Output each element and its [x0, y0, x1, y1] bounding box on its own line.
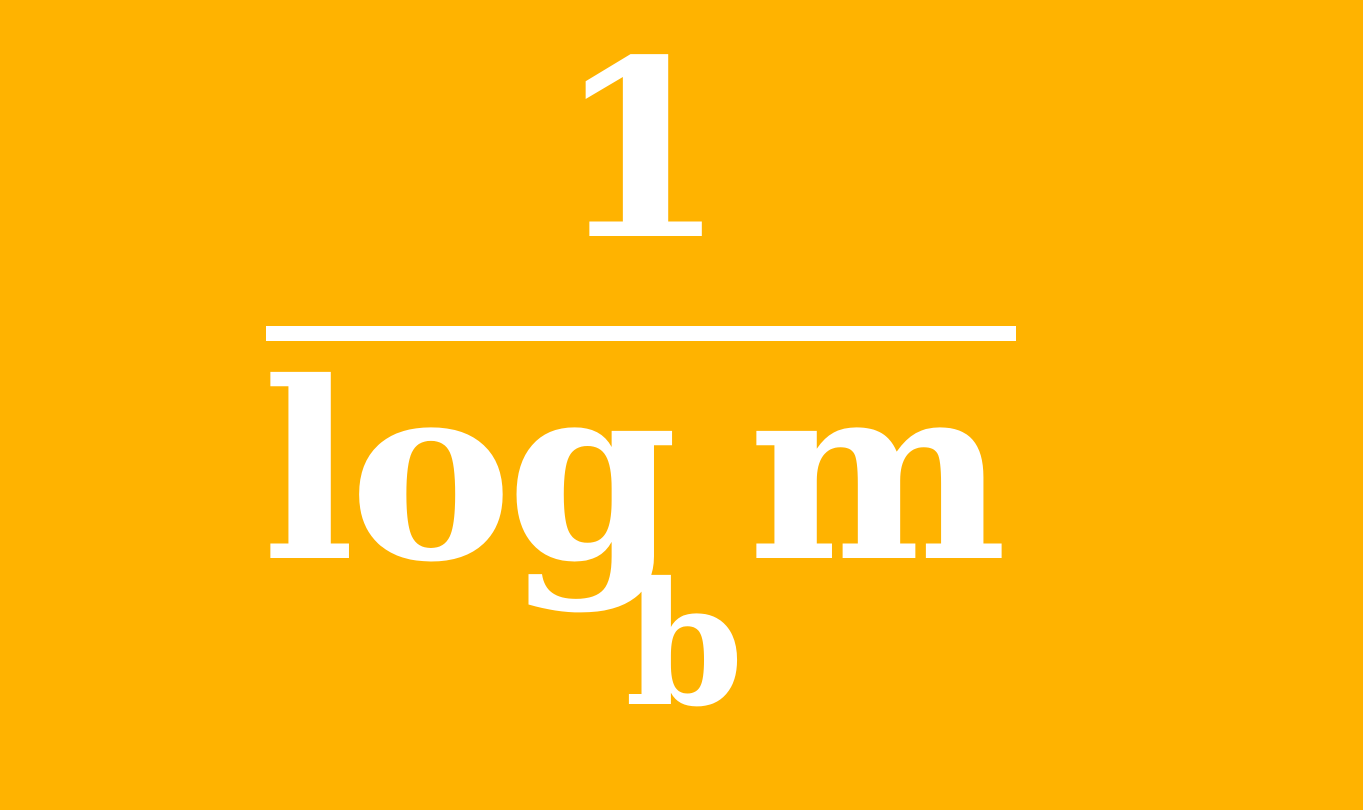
numerator: 1: [555, 6, 727, 294]
log-argument: m: [748, 328, 1008, 616]
fraction-bar: [266, 326, 1016, 341]
log-function: log: [262, 328, 678, 616]
log-base: b: [625, 545, 744, 745]
